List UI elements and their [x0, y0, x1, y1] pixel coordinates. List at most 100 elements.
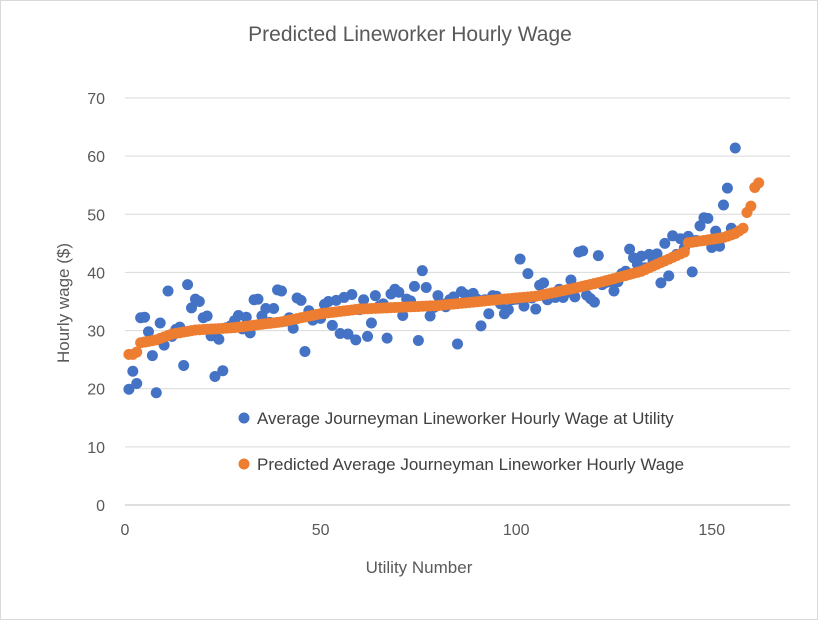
point-actual-wage — [201, 310, 213, 322]
point-actual-wage — [131, 377, 143, 389]
point-actual-wage — [299, 346, 311, 358]
point-actual-wage — [295, 294, 307, 306]
x-axis-title: Utility Number — [366, 558, 473, 577]
y-tick-label: 30 — [87, 324, 105, 341]
point-actual-wage — [483, 308, 495, 320]
series-predicted-wage — [123, 177, 765, 360]
point-actual-wage — [275, 285, 287, 297]
x-tick-label: 150 — [698, 522, 725, 539]
point-actual-wage — [686, 266, 698, 278]
point-actual-wage — [718, 199, 729, 211]
point-actual-wage — [178, 359, 190, 371]
point-actual-wage — [694, 220, 706, 232]
y-axis-title: Hourly wage ($) — [54, 243, 73, 363]
point-actual-wage — [416, 265, 428, 277]
legend-item-actual: Average Journeyman Lineworker Hourly Wag… — [238, 409, 674, 428]
point-actual-wage — [659, 237, 671, 249]
point-actual-wage — [702, 212, 714, 224]
point-actual-wage — [260, 302, 272, 314]
y-tick-label: 10 — [87, 440, 105, 457]
series-actual-wage — [123, 142, 741, 399]
point-actual-wage — [655, 277, 667, 289]
point-actual-wage — [342, 328, 354, 340]
point-predicted-wage — [678, 246, 690, 258]
point-actual-wage — [530, 303, 542, 315]
point-actual-wage — [182, 279, 194, 291]
point-actual-wage — [729, 142, 741, 154]
point-predicted-wage — [753, 177, 765, 189]
point-actual-wage — [588, 296, 600, 308]
y-tick-label: 50 — [87, 207, 105, 224]
x-tick-label: 100 — [503, 522, 530, 539]
point-actual-wage — [127, 365, 139, 377]
x-tick-label: 0 — [121, 522, 130, 539]
legend-label-actual: Average Journeyman Lineworker Hourly Wag… — [257, 409, 674, 428]
x-axis-ticks: 0 50 100 150 — [121, 522, 726, 539]
point-actual-wage — [209, 371, 221, 383]
point-actual-wage — [420, 282, 432, 294]
legend-item-predicted: Predicted Average Journeyman Lineworker … — [238, 455, 684, 474]
point-actual-wage — [608, 285, 620, 297]
point-actual-wage — [162, 285, 174, 297]
point-actual-wage — [362, 330, 374, 342]
point-actual-wage — [624, 243, 636, 255]
point-actual-wage — [150, 387, 162, 399]
point-actual-wage — [146, 350, 158, 362]
point-actual-wage — [412, 334, 424, 346]
point-actual-wage — [154, 317, 166, 329]
y-axis-ticks: 0 10 20 30 40 50 60 70 — [87, 91, 105, 515]
y-tick-label: 60 — [87, 149, 105, 166]
point-actual-wage — [334, 327, 346, 339]
point-actual-wage — [252, 293, 264, 305]
point-actual-wage — [475, 320, 487, 332]
point-actual-wage — [502, 304, 514, 316]
x-tick-label: 50 — [312, 522, 330, 539]
point-actual-wage — [408, 280, 420, 292]
point-actual-wage — [381, 332, 393, 344]
y-tick-label: 20 — [87, 382, 105, 399]
point-actual-wage — [577, 245, 589, 257]
point-predicted-wage — [745, 200, 757, 212]
point-actual-wage — [217, 365, 229, 377]
point-actual-wage — [522, 268, 534, 280]
point-actual-wage — [139, 311, 151, 323]
point-actual-wage — [397, 309, 409, 321]
legend: Average Journeyman Lineworker Hourly Wag… — [238, 409, 684, 474]
point-actual-wage — [268, 302, 280, 314]
point-actual-wage — [424, 310, 436, 322]
point-actual-wage — [663, 270, 675, 282]
point-actual-wage — [240, 311, 252, 323]
point-actual-wage — [346, 289, 358, 301]
point-actual-wage — [393, 286, 405, 298]
legend-marker-actual — [238, 412, 250, 424]
point-actual-wage — [350, 334, 362, 346]
point-actual-wage — [365, 317, 377, 329]
point-actual-wage — [369, 290, 381, 302]
point-actual-wage — [358, 294, 370, 306]
point-actual-wage — [592, 250, 604, 262]
point-actual-wage — [651, 248, 663, 260]
y-tick-label: 40 — [87, 265, 105, 282]
point-actual-wage — [565, 274, 577, 286]
point-actual-wage — [538, 277, 550, 289]
point-actual-wage — [193, 296, 205, 307]
chart-title: Predicted Lineworker Hourly Wage — [248, 23, 572, 46]
point-predicted-wage — [131, 346, 143, 358]
y-tick-label: 0 — [96, 498, 105, 515]
point-actual-wage — [326, 319, 338, 331]
point-actual-wage — [142, 326, 154, 338]
legend-label-predicted: Predicted Average Journeyman Lineworker … — [257, 455, 684, 474]
point-predicted-wage — [737, 222, 749, 234]
point-actual-wage — [514, 253, 526, 265]
point-actual-wage — [186, 302, 197, 314]
legend-marker-predicted — [238, 458, 250, 470]
point-actual-wage — [432, 290, 444, 302]
point-actual-wage — [452, 338, 463, 350]
point-actual-wage — [213, 333, 225, 345]
y-tick-label: 70 — [87, 91, 105, 108]
point-actual-wage — [518, 300, 530, 312]
point-actual-wage — [123, 383, 135, 395]
point-actual-wage — [721, 182, 733, 194]
